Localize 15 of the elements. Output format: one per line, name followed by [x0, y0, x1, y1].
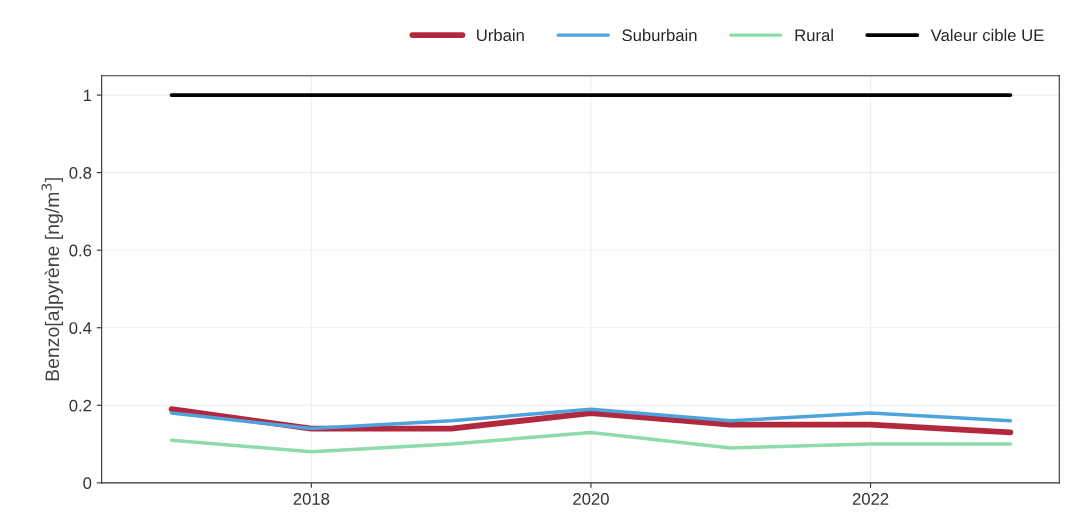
legend-label: Rural [795, 28, 833, 42]
y-tick-label: 0.2 [69, 399, 92, 412]
x-tick-label: 2020 [573, 493, 609, 505]
y-tick-label: 0.4 [69, 322, 92, 334]
x-tick-label: 2018 [293, 493, 330, 505]
y-axis-title: Benzo[a]pyrène [ng/m$^{3}$] [41, 178, 64, 381]
y-tick-label: 1 [83, 89, 92, 102]
x-tick-label: 2022 [852, 493, 889, 505]
line-series [169, 430, 1013, 454]
legend-label: Valeur cible UE [930, 28, 1044, 42]
y-tick-label: 0.8 [69, 167, 92, 179]
legend-label: Suburbain [622, 28, 697, 42]
y-tick-label: 0 [83, 477, 92, 490]
y-tick-label: 0.6 [69, 244, 92, 257]
legend-label: Urbain [477, 28, 524, 42]
